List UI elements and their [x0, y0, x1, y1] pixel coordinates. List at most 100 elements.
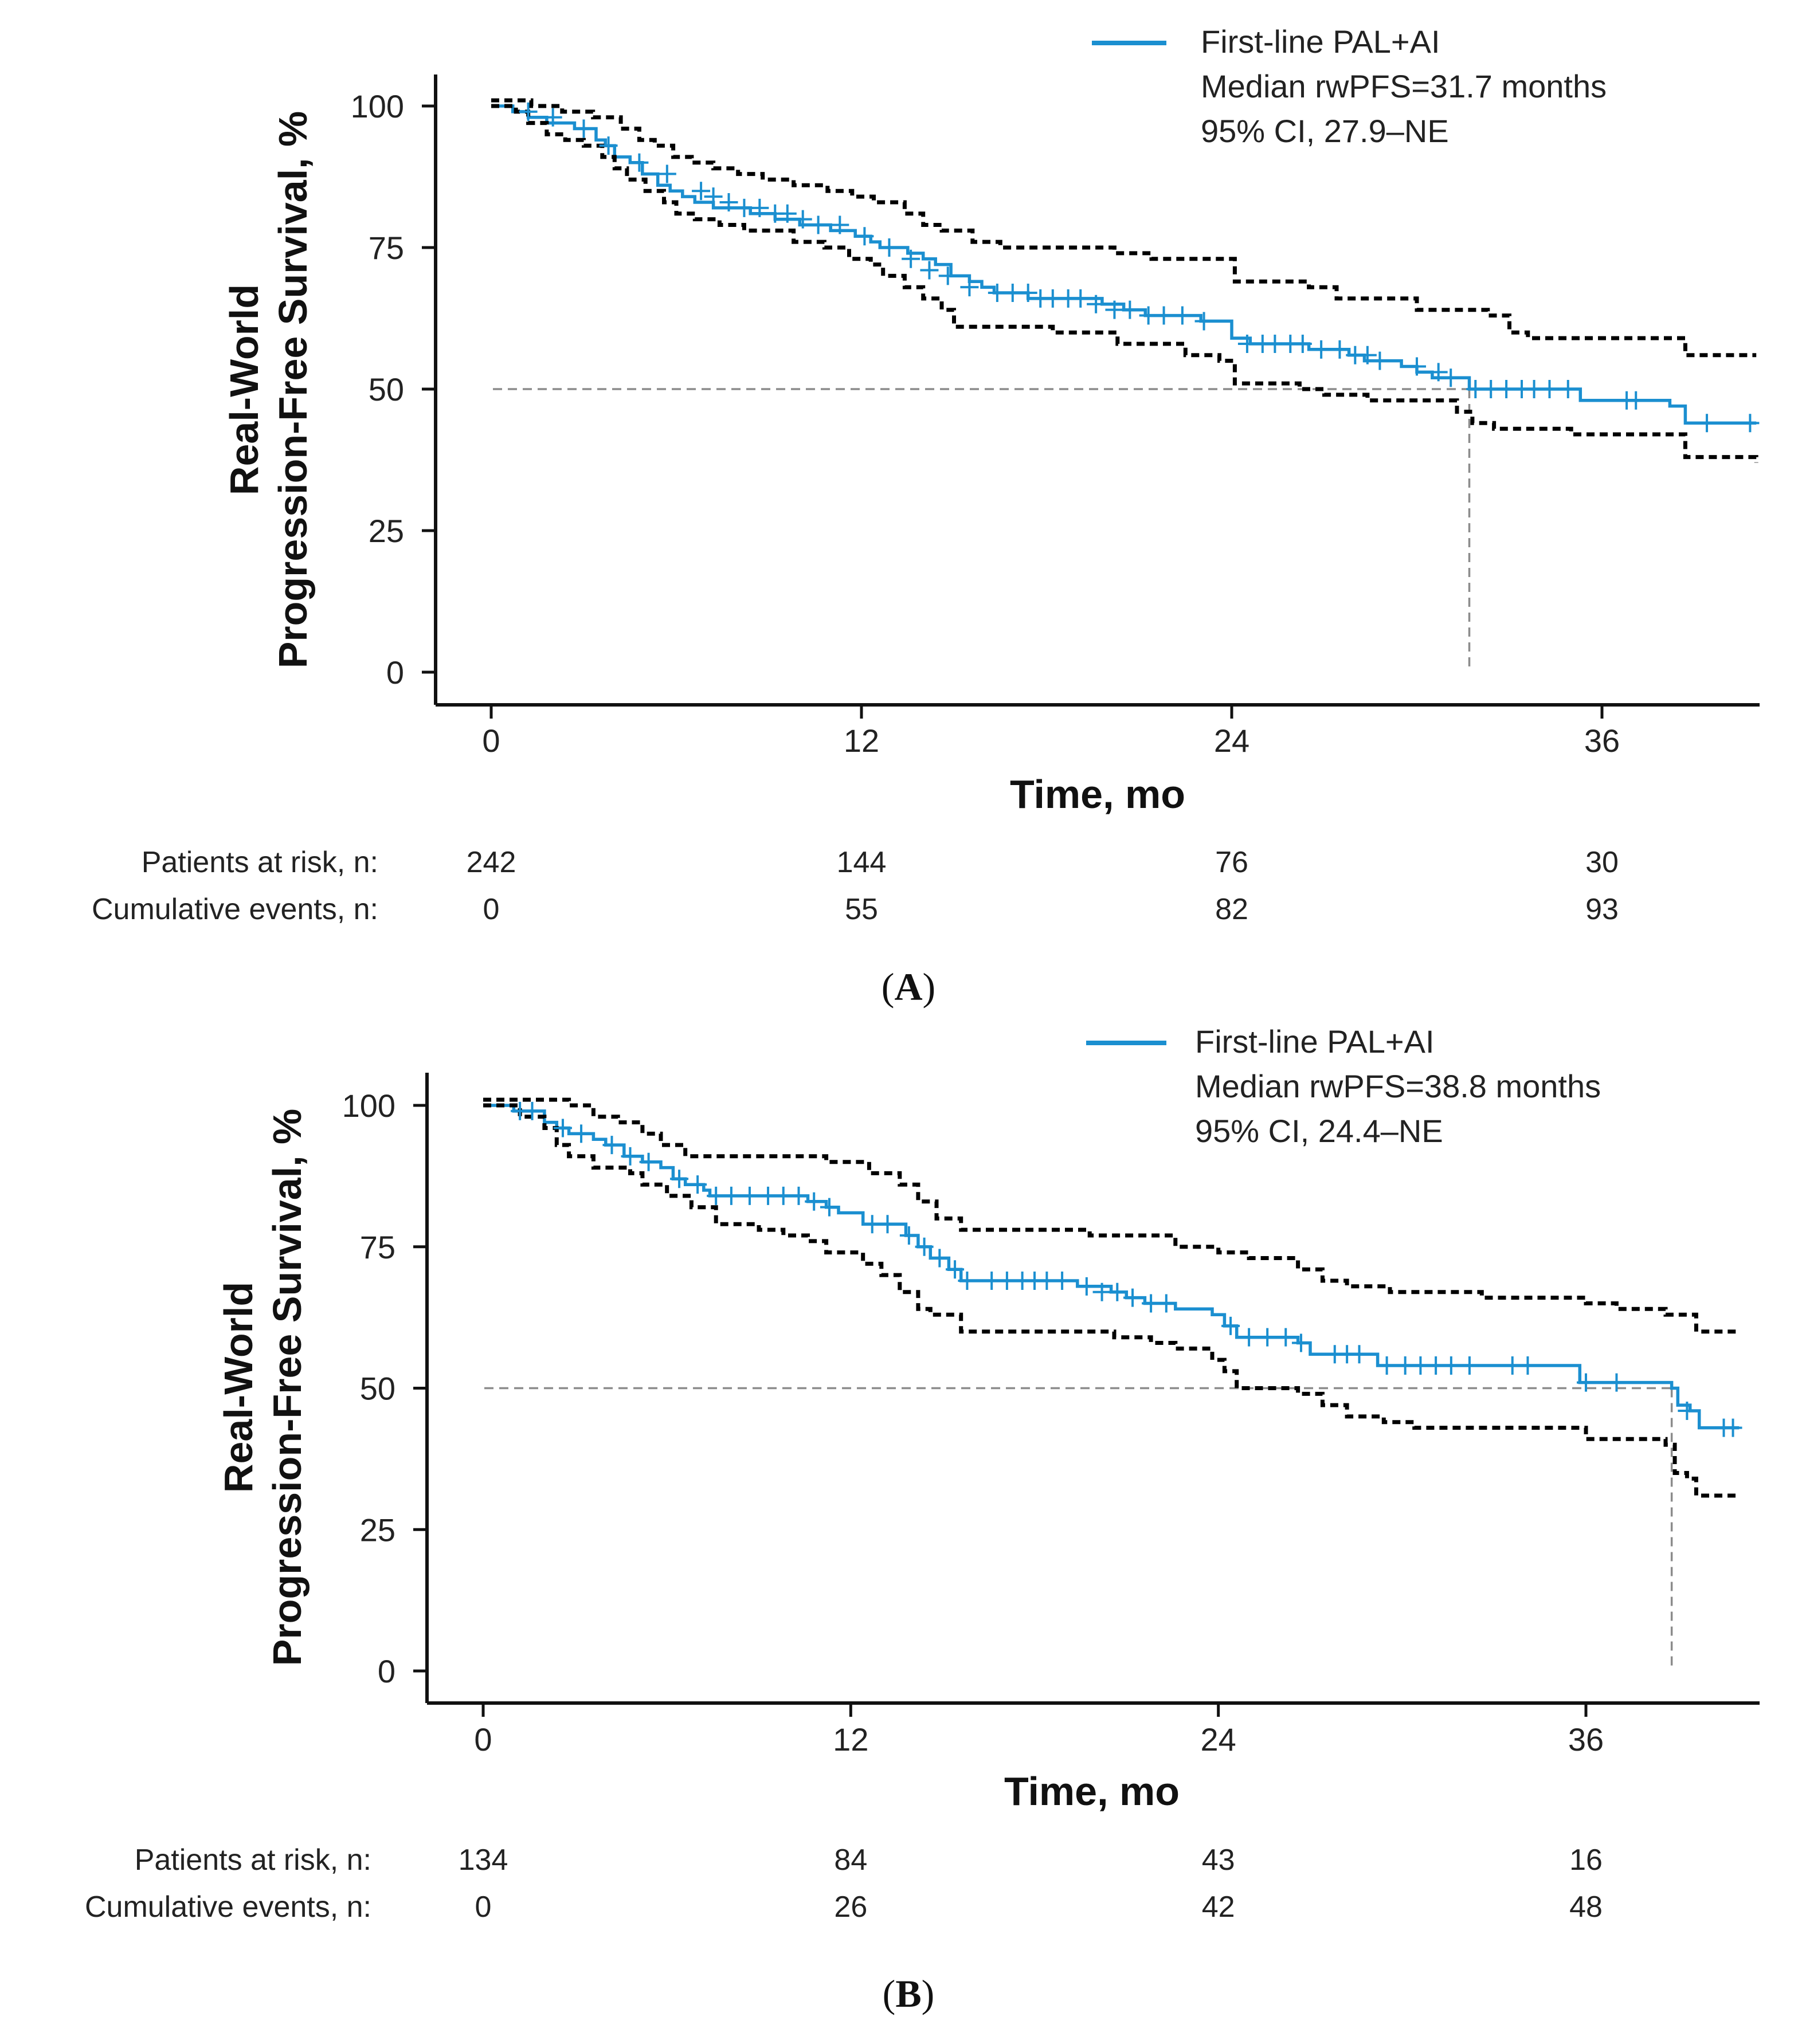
censor-mark [1466, 380, 1485, 398]
x-tick-label: 12 [833, 1721, 868, 1757]
censor-mark [1121, 300, 1139, 319]
censor-mark [688, 1175, 707, 1194]
risk-table-events-value: 0 [483, 893, 500, 926]
panel-letter-b: B [895, 1972, 921, 2015]
censor-mark [1221, 1316, 1240, 1335]
censor-mark [1518, 1356, 1537, 1375]
censor-mark [759, 1186, 778, 1205]
censor-mark [630, 153, 649, 172]
y-axis-title-group: Real-World Progression-Free Survival, % [216, 1109, 310, 1666]
censor-mark [704, 187, 723, 206]
censor-mark [1312, 340, 1331, 359]
censor-mark [789, 1186, 808, 1205]
censor-mark [960, 278, 979, 297]
censor-mark [1411, 1356, 1430, 1375]
ci-band-line [483, 1103, 1740, 1498]
censor-mark [707, 1186, 726, 1205]
panel-letter-a: A [894, 965, 922, 1009]
censor-mark [1123, 1288, 1142, 1307]
x-tick-label: 12 [844, 723, 879, 759]
risk-table-events-value: 26 [834, 1890, 867, 1924]
risk-table-at-risk-value: 30 [1585, 846, 1619, 879]
x-tick-label: 0 [474, 1721, 492, 1757]
censor-mark [1092, 1282, 1111, 1301]
censor-mark [899, 1226, 918, 1245]
censor-mark [719, 193, 738, 211]
x-tick-label: 0 [482, 723, 500, 759]
risk-table-at-risk-value: 134 [459, 1843, 508, 1877]
km-chart-b: Real-World Progression-Free Survival, % … [85, 1023, 1760, 2015]
censor-mark [1408, 357, 1426, 376]
censor-mark [1396, 1356, 1415, 1375]
censor-mark [805, 1192, 824, 1211]
censor-mark [1087, 295, 1106, 313]
censor-mark [1139, 306, 1158, 325]
risk-table-at-risk-value: 144 [837, 846, 887, 879]
y-axis-title-line1: Real-World [216, 1282, 261, 1493]
risk-table-at-risk-value: 84 [834, 1843, 867, 1877]
censor-mark [670, 1170, 689, 1188]
censor-mark [880, 238, 899, 257]
censor-mark [1698, 414, 1717, 433]
censor-mark [902, 249, 920, 268]
y-axis-title-line2: Progression-Free Survival, % [265, 1109, 310, 1666]
censor-mark [1142, 1294, 1161, 1313]
censor-mark [915, 1237, 934, 1256]
legend-series-name: First-line PAL+AI [1201, 23, 1440, 60]
censor-mark [1370, 351, 1389, 370]
censor-mark [1240, 1328, 1259, 1347]
censor-mark [1429, 363, 1448, 382]
risk-table-events-label: Cumulative events, n: [92, 893, 378, 926]
legend-ci: 95% CI, 27.9–NE [1201, 113, 1449, 149]
legend: First-line PAL+AI Median rwPFS=31.7 mont… [1092, 23, 1607, 149]
y-axis-title-group: Real-World Progression-Free Survival, % [222, 111, 315, 669]
censor-mark [920, 261, 939, 280]
panel-label-b: (B) [883, 1972, 935, 2015]
censor-mark [1077, 1277, 1096, 1296]
censor-mark [1019, 284, 1037, 303]
risk-table-at-risk-label: Patients at risk, n: [142, 846, 378, 879]
censor-mark [1154, 306, 1173, 325]
risk-table-events-value: 0 [475, 1890, 492, 1924]
censor-mark [831, 215, 849, 234]
censor-mark [572, 1124, 591, 1143]
risk-table-events-label: Cumulative events, n: [85, 1890, 371, 1924]
risk-table-at-risk-value: 43 [1202, 1843, 1235, 1877]
censor-mark [543, 108, 562, 127]
censor-mark [1108, 1282, 1127, 1301]
censor-mark [602, 1136, 621, 1155]
y-tick-label: 50 [369, 371, 404, 407]
censor-mark [820, 1198, 839, 1217]
censor-mark [988, 284, 1006, 303]
censor-mark [774, 1186, 793, 1205]
censor-mark [1577, 1373, 1595, 1392]
censor-mark [855, 227, 874, 246]
censor-mark [740, 1186, 759, 1205]
censor-mark [778, 204, 797, 223]
censor-mark [1540, 380, 1559, 398]
ci-band-line [491, 104, 1758, 463]
legend: First-line PAL+AI Median rwPFS=38.8 mont… [1086, 1023, 1601, 1149]
censor-mark [657, 164, 676, 183]
censor-mark [722, 1186, 741, 1205]
censor-mark [621, 1147, 640, 1166]
censor-mark [958, 1271, 977, 1290]
censor-mark [809, 215, 828, 234]
censor-mark [997, 1271, 1016, 1290]
censor-mark [1291, 1333, 1310, 1352]
y-axis-title-line2: Progression-Free Survival, % [271, 111, 315, 669]
censor-mark [1258, 1328, 1277, 1347]
censor-mark [1266, 334, 1284, 353]
legend-median: Median rwPFS=31.7 months [1201, 68, 1607, 104]
risk-table-events-value: 48 [1569, 1890, 1603, 1924]
censor-mark [930, 1249, 949, 1268]
censor-mark [553, 1119, 572, 1137]
risk-table-events-value: 82 [1215, 893, 1248, 926]
censor-mark [1482, 380, 1501, 398]
censor-mark [1037, 1271, 1056, 1290]
censor-mark [1358, 346, 1377, 364]
legend-series-name: First-line PAL+AI [1195, 1023, 1435, 1060]
censor-mark [750, 198, 769, 217]
censor-mark [1503, 1356, 1522, 1375]
censor-mark [574, 119, 593, 138]
